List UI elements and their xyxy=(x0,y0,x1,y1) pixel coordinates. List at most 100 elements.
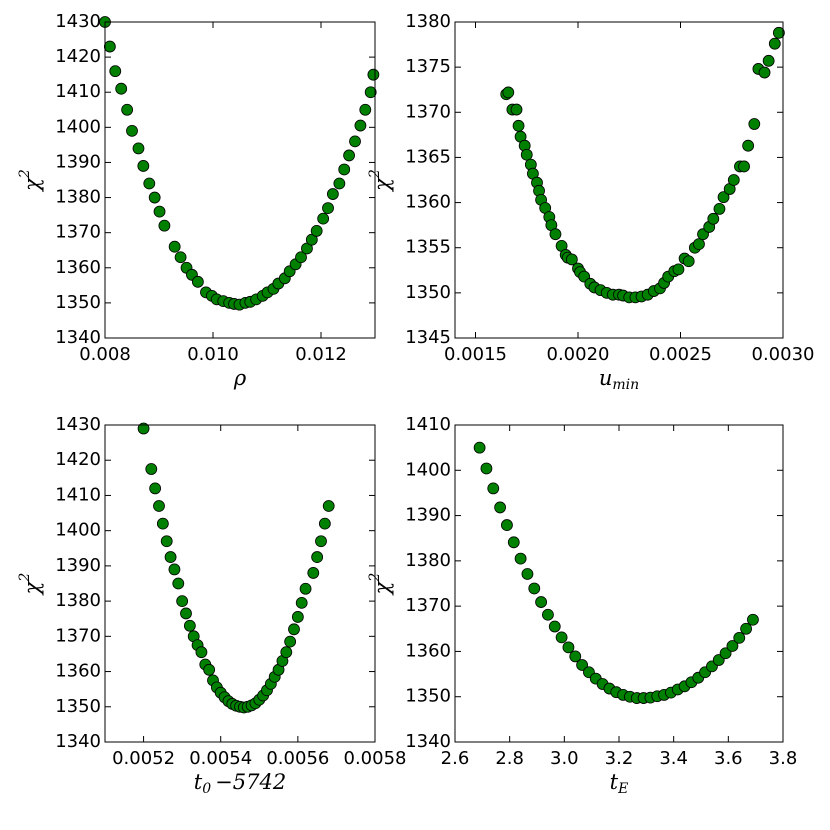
data-point xyxy=(521,568,534,580)
data-point xyxy=(747,613,759,626)
data-point xyxy=(528,582,541,595)
data-point xyxy=(126,124,138,137)
data-point xyxy=(160,535,173,548)
data-point xyxy=(359,103,372,116)
axis-label: t0 −5742 xyxy=(194,770,286,798)
data-point xyxy=(480,462,493,475)
data-point xyxy=(733,631,746,644)
y-tick-label: 1390 xyxy=(55,555,101,576)
data-point xyxy=(149,482,162,495)
data-point xyxy=(713,202,726,215)
data-point xyxy=(153,500,165,512)
data-point xyxy=(707,212,720,225)
data-point xyxy=(367,68,380,81)
y-tick-label: 1390 xyxy=(55,151,101,172)
data-point xyxy=(288,623,300,636)
data-point xyxy=(693,238,705,251)
axis-label-part: χ xyxy=(20,177,44,193)
x-tick-label: 3.2 xyxy=(605,748,634,769)
data-point xyxy=(295,251,307,264)
y-tick-label: 1380 xyxy=(55,590,101,611)
axis-label-part: χ xyxy=(20,580,44,596)
data-point xyxy=(494,501,507,514)
y-tick-label: 1350 xyxy=(405,282,451,303)
data-point xyxy=(310,225,323,237)
data-point xyxy=(338,163,351,176)
data-point xyxy=(115,82,128,95)
axes-frame xyxy=(454,424,784,743)
axis-label: χ2 xyxy=(367,573,394,597)
x-tick-label: 0.010 xyxy=(187,344,239,365)
data-point xyxy=(542,608,554,621)
y-tick-label: 1340 xyxy=(55,327,101,348)
data-point xyxy=(291,611,304,623)
data-point xyxy=(145,463,158,475)
data-point xyxy=(487,482,500,495)
y-tick-label: 1345 xyxy=(405,327,451,348)
y-tick-label: 1360 xyxy=(55,661,101,682)
x-tick-label: 3.0 xyxy=(550,748,579,769)
y-tick-label: 1360 xyxy=(55,257,101,278)
y-tick-label: 1370 xyxy=(55,625,101,646)
axis-label-part: 2 xyxy=(17,573,33,583)
data-point xyxy=(758,66,771,79)
data-point xyxy=(168,240,181,253)
data-point xyxy=(322,500,335,512)
data-point xyxy=(143,177,156,190)
data-point xyxy=(121,103,134,116)
axis-label-part: −5742 xyxy=(215,770,286,794)
data-point xyxy=(349,135,361,148)
data-point xyxy=(738,160,750,173)
x-tick-label: 0.012 xyxy=(295,344,347,365)
x-tick-label: 0.0056 xyxy=(266,748,329,769)
data-point xyxy=(180,607,192,620)
y-tick-label: 1350 xyxy=(55,292,101,313)
data-point xyxy=(168,563,181,576)
data-point xyxy=(307,567,320,579)
data-point xyxy=(576,659,588,671)
y-tick-label: 1410 xyxy=(405,414,451,435)
y-tick-label: 1350 xyxy=(405,686,451,707)
data-point xyxy=(562,641,575,654)
data-point xyxy=(740,622,752,635)
x-tick-label: 0.0052 xyxy=(112,748,175,769)
axis-label-part: t xyxy=(194,770,203,794)
y-tick-label: 1400 xyxy=(55,116,101,137)
y-tick-label: 1370 xyxy=(55,222,101,243)
y-tick-label: 1400 xyxy=(55,520,101,541)
y-tick-label: 1390 xyxy=(405,505,451,526)
data-point xyxy=(762,54,775,67)
axis-label-part: min xyxy=(612,377,639,393)
data-point xyxy=(682,255,695,268)
data-point xyxy=(727,174,740,186)
y-tick-label: 1410 xyxy=(55,81,101,102)
axis-label-part: u xyxy=(599,366,613,390)
data-point xyxy=(322,202,334,214)
axis-label: χ2 xyxy=(367,169,394,193)
data-point xyxy=(717,191,730,204)
y-tick-label: 1370 xyxy=(405,595,451,616)
data-point xyxy=(318,517,331,530)
data-point xyxy=(326,188,339,200)
axis-label-part: χ xyxy=(370,177,394,193)
data-point xyxy=(768,37,781,50)
axis-label: ρ xyxy=(233,366,247,390)
y-tick-label: 1340 xyxy=(405,731,451,752)
y-tick-label: 1355 xyxy=(405,237,451,258)
x-tick-label: 0.008 xyxy=(79,344,131,365)
data-point xyxy=(183,619,196,632)
data-point xyxy=(109,65,122,78)
data-point xyxy=(195,646,208,659)
data-point xyxy=(191,275,204,288)
y-tick-label: 1430 xyxy=(55,11,101,32)
data-point xyxy=(299,582,312,595)
data-point xyxy=(343,149,355,162)
data-point xyxy=(311,551,324,563)
y-tick-label: 1340 xyxy=(55,731,101,752)
x-tick-label: 0.0058 xyxy=(344,748,407,769)
data-point xyxy=(535,596,547,608)
data-point xyxy=(158,219,171,232)
y-tick-label: 1370 xyxy=(405,101,451,122)
axes-frame xyxy=(104,21,376,339)
